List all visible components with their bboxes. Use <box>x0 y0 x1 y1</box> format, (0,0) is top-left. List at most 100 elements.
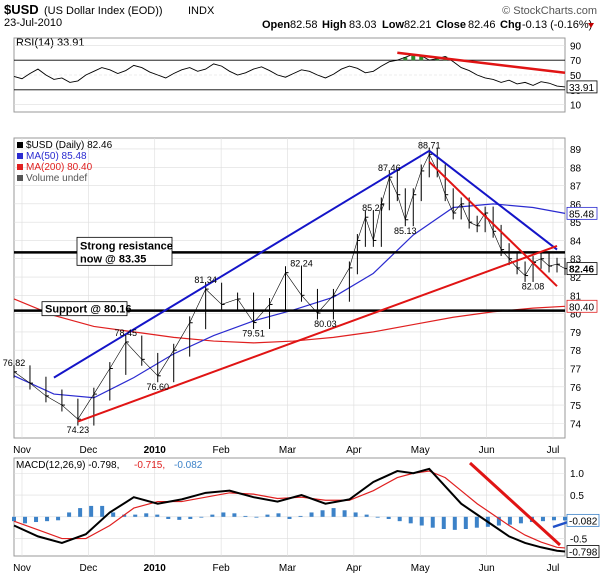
price-right-label: 80.40 <box>569 302 594 313</box>
price-point-label: 82.08 <box>522 282 545 292</box>
macd-histogram-bar <box>276 513 281 517</box>
macd-histogram-bar <box>386 516 391 519</box>
macd-tick-label: 1.0 <box>570 469 584 480</box>
macd-histogram-bar <box>265 514 270 517</box>
price-point-label: 76.60 <box>146 382 169 392</box>
macd-histogram-bar <box>111 512 116 517</box>
price-tick-label: 88 <box>570 163 582 174</box>
rsi-tick-label: 90 <box>570 41 582 52</box>
macd-x-tick-label: Dec <box>79 563 97 574</box>
resistance-label: Strong resistance <box>80 240 173 252</box>
price-x-tick-label: Jul <box>547 445 560 456</box>
trendline-red <box>77 244 558 423</box>
macd-histogram-bar <box>540 516 545 522</box>
price-x-tick-label: Nov <box>13 445 31 456</box>
price-point-label: 81.34 <box>194 275 217 285</box>
price-legend-swatch <box>17 175 23 181</box>
rsi-tick-label: 70 <box>570 56 582 67</box>
chart-symbol: $USD <box>4 2 39 17</box>
rsi-current-box <box>566 80 598 94</box>
macd-histogram-bar <box>56 516 61 521</box>
macd-histogram-bar <box>375 516 380 518</box>
macd-histogram-bar <box>408 516 413 524</box>
macd-histogram-bar <box>441 516 446 529</box>
rsi-overbought-fill <box>403 54 448 61</box>
support-label-box <box>41 301 128 317</box>
price-point-label: 82.24 <box>290 259 313 269</box>
resistance-label-box <box>76 236 173 266</box>
price-line <box>13 153 566 420</box>
chart-date: 23-Jul-2010 <box>4 17 62 29</box>
price-legend-entry: MA(200) 80.40 <box>26 162 93 173</box>
macd-x-tick-label: Mar <box>279 563 297 574</box>
price-legend-swatch <box>17 142 23 148</box>
macd-frame <box>13 457 566 557</box>
macd-line <box>13 467 566 553</box>
macd-x-tick-label: Apr <box>346 563 362 574</box>
trendline-blue <box>53 149 430 379</box>
macd-histogram-bar <box>254 516 259 518</box>
price-tick-label: 82 <box>570 273 582 284</box>
price-point-label: 76.82 <box>3 358 26 368</box>
price-right-label: 82.46 <box>569 265 594 276</box>
price-panel: 74 75 76 77 78 79 80 81 82 83 84 85 86 87 88 89 Nov Dec 20… <box>3 137 598 456</box>
macd-histogram-bar <box>199 516 204 518</box>
price-point-label: 80.03 <box>314 319 337 329</box>
macd-histogram-bar <box>45 516 50 522</box>
macd-histogram-bar <box>463 516 468 529</box>
chg-value: -0.13 (-0.16%) <box>522 19 592 31</box>
chart-symbol-name: (US Dollar Index (EOD)) <box>44 5 163 17</box>
trendline-blue <box>428 150 558 251</box>
price-legend-swatch <box>17 164 23 170</box>
price-point-label: 78.45 <box>115 328 138 338</box>
price-x-tick-label: Mar <box>279 445 297 456</box>
macd-histogram-bar <box>188 516 193 519</box>
price-frame <box>13 137 566 439</box>
price-legend-entry: MA(50) 85.48 <box>26 151 87 162</box>
price-point-label: 87.46 <box>378 163 401 173</box>
price-legend-entry: $USD (Daily) 82.46 <box>26 140 113 151</box>
ohlc-readout: Open 82.58 High 83.03 Low 82.21 Close 82… <box>262 19 594 31</box>
macd-histogram-bar <box>507 516 512 525</box>
macd-histogram-bar <box>430 516 435 528</box>
macd-right-box <box>566 545 600 558</box>
price-x-tick-label: Jun <box>479 445 495 456</box>
macd-histogram-bar <box>78 508 83 517</box>
macd-legend-entry: -0.715, <box>134 460 165 471</box>
macd-right-box <box>566 513 600 527</box>
rsi-tick-label: 10 <box>570 101 582 112</box>
macd-histogram-bar <box>551 516 556 521</box>
price-tick-label: 77 <box>570 364 582 375</box>
price-x-tick-label: May <box>411 445 430 456</box>
macd-x-tick-label: Jun <box>479 563 495 574</box>
macd-histogram-bar <box>563 516 567 521</box>
price-tick-label: 84 <box>570 236 582 247</box>
price-point-label: 74.23 <box>67 425 90 435</box>
rsi-tick-label: 50 <box>570 71 582 82</box>
price-tick-label: 89 <box>570 145 582 156</box>
macd-histogram-bar <box>232 513 237 517</box>
price-x-tick-label: Feb <box>213 445 231 456</box>
rsi-panel: RSI(14) 33.91103050709033.91 <box>13 37 598 113</box>
macd-histogram-bar <box>298 515 303 517</box>
rsi-legend: RSI(14) 33.91 <box>16 37 84 49</box>
macd-histogram-bar <box>243 515 248 517</box>
macd-histogram-bar <box>67 512 72 517</box>
close-label: Close <box>436 19 466 31</box>
macd-right-label: -0.798 <box>569 548 598 559</box>
price-tick-label: 87 <box>570 182 582 193</box>
price-tick-label: 75 <box>570 401 582 412</box>
price-right-box <box>566 206 598 220</box>
macd-histogram-bar <box>518 516 523 524</box>
price-legend-entry: Volume undef <box>26 173 87 184</box>
macd-x-tick-label: May <box>411 563 430 574</box>
macd-histogram-bar <box>100 505 105 517</box>
macd-histogram-bar <box>320 510 325 517</box>
high-value: 83.03 <box>349 19 377 31</box>
macd-histogram-bar <box>353 512 358 517</box>
down-arrow-icon <box>588 23 594 28</box>
price-x-tick-label: Apr <box>346 445 362 456</box>
price-x-tick-label: Dec <box>79 445 97 456</box>
macd-histogram-bar <box>166 516 171 519</box>
macd-legend-entry: MACD(12,26,9) -0.798, <box>16 460 119 471</box>
